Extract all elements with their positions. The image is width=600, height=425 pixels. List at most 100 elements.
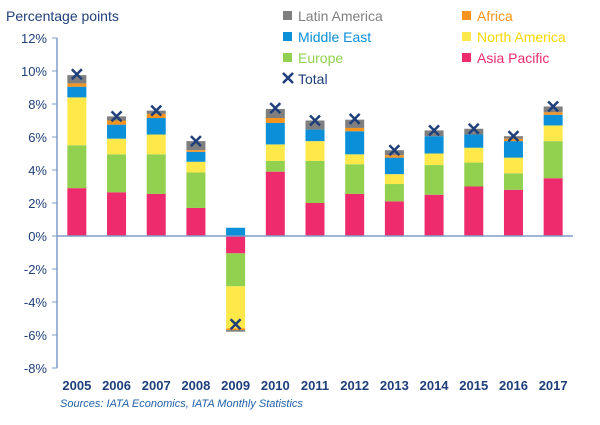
bar-segment-middle-east — [67, 86, 87, 98]
x-tick-label: 2010 — [261, 378, 290, 393]
total-marker — [348, 112, 361, 125]
y-tick-label: 10% — [21, 64, 47, 79]
bar-segment-middle-east — [384, 157, 404, 175]
bar-segment-middle-east — [503, 141, 523, 158]
bar-segment-middle-east — [107, 124, 127, 139]
bar-segment-europe — [305, 160, 325, 203]
bar-segment-asia-pacific — [384, 201, 404, 236]
total-marker — [190, 135, 202, 148]
legend-swatch — [283, 53, 292, 62]
total-marker — [110, 110, 123, 123]
bar-segment-asia-pacific — [146, 193, 166, 236]
legend-x-icon — [282, 72, 294, 84]
bar-segment-europe — [543, 141, 563, 179]
bar-segment-middle-east — [345, 131, 365, 155]
x-tick-label: 2012 — [340, 378, 369, 393]
y-tick-label: -2% — [24, 262, 48, 277]
total-marker — [269, 102, 282, 115]
total-marker — [467, 122, 480, 135]
y-tick-label: 4% — [28, 163, 47, 178]
bar-segment-africa — [107, 120, 127, 125]
bar-segment-north-america — [265, 144, 285, 161]
bar-segment-north-america — [345, 154, 365, 165]
y-tick-label: 6% — [28, 130, 47, 145]
bar-segment-middle-east — [265, 122, 285, 145]
bar-segment-africa — [146, 113, 166, 119]
legend-label: Latin America — [298, 8, 383, 24]
bar-segment-middle-east — [543, 114, 563, 126]
bar-segment-asia-pacific — [107, 192, 127, 236]
bar-segment-africa — [186, 150, 206, 152]
bar-segment-north-america — [305, 141, 325, 161]
bar-segment-africa — [384, 155, 404, 158]
x-tick-label: 2015 — [459, 378, 488, 393]
bar-segment-europe — [186, 172, 206, 208]
x-tick-label: 2007 — [142, 378, 171, 393]
bar-segment-latin-america — [384, 150, 404, 156]
total-marker — [428, 124, 440, 137]
bar-segment-north-america — [146, 134, 166, 155]
total-marker — [388, 144, 401, 157]
bar-segment-asia-pacific — [226, 236, 246, 254]
total-marker — [229, 318, 242, 331]
y-tick-label: 0% — [28, 229, 47, 244]
y-tick-label: 8% — [28, 97, 47, 112]
bar-segment-latin-america — [186, 141, 206, 151]
bar-segment-latin-america — [305, 120, 325, 130]
bar-segment-latin-america — [424, 130, 444, 137]
bar-segment-asia-pacific — [424, 194, 444, 236]
bar-segment-europe — [345, 164, 365, 194]
x-tick-label: 2017 — [539, 378, 568, 393]
legend-label: Asia Pacific — [477, 50, 549, 66]
bar-segment-asia-pacific — [305, 203, 325, 236]
bar-segment-europe — [226, 253, 246, 287]
x-tick-label: 2006 — [102, 378, 131, 393]
bar-segment-latin-america — [67, 75, 87, 84]
bar-segment-middle-east — [186, 151, 206, 162]
y-tick-label: 2% — [28, 196, 47, 211]
source-note: Sources: IATA Economics, IATA Monthly St… — [60, 398, 303, 410]
x-tick-label: 2016 — [499, 378, 528, 393]
bar-segment-north-america — [543, 125, 563, 142]
y-tick-label: 12% — [21, 31, 47, 46]
bar-segment-middle-east — [226, 227, 246, 236]
bar-segment-africa — [265, 118, 285, 123]
bar-segment-europe — [464, 162, 484, 187]
bar-segment-africa — [543, 112, 563, 115]
bar-segment-africa — [67, 83, 87, 87]
bar-segment-europe — [107, 154, 127, 193]
bar-segment-north-america — [226, 286, 246, 329]
x-tick-label: 2011 — [301, 378, 329, 393]
y-tick-label: -4% — [24, 295, 48, 310]
bar-segment-europe — [146, 154, 166, 194]
y-tick-label: -6% — [24, 328, 48, 343]
bar-segment-latin-america — [543, 106, 563, 113]
legend-label: Total — [298, 71, 328, 87]
bar-segment-latin-america — [107, 116, 127, 121]
bar-segment-middle-east — [305, 129, 325, 142]
bar-segment-europe — [265, 160, 285, 172]
x-tick-label: 2009 — [221, 378, 250, 393]
legend-swatch — [462, 32, 471, 41]
legend-swatch — [462, 11, 471, 20]
bar-segment-north-america — [503, 157, 523, 174]
bar-segment-middle-east — [424, 136, 444, 154]
bar-segment-asia-pacific — [464, 186, 484, 236]
chart-title: Percentage points — [6, 8, 119, 24]
x-tick-label: 2008 — [181, 378, 210, 393]
bar-segment-europe — [384, 184, 404, 202]
total-marker — [507, 130, 520, 143]
bar-segment-africa — [345, 127, 365, 132]
legend-swatch — [462, 53, 471, 62]
bar-segment-europe — [424, 165, 444, 195]
bar-segment-north-america — [464, 147, 484, 163]
bar-segment-asia-pacific — [503, 189, 523, 236]
total-marker — [547, 100, 560, 113]
bar-segment-latin-america — [226, 330, 246, 332]
bar-segment-asia-pacific — [345, 193, 365, 236]
bar-segment-middle-east — [146, 118, 166, 135]
bar-segment-asia-pacific — [543, 178, 563, 236]
y-tick-label: -8% — [24, 361, 48, 376]
bar-segment-north-america — [186, 161, 206, 173]
